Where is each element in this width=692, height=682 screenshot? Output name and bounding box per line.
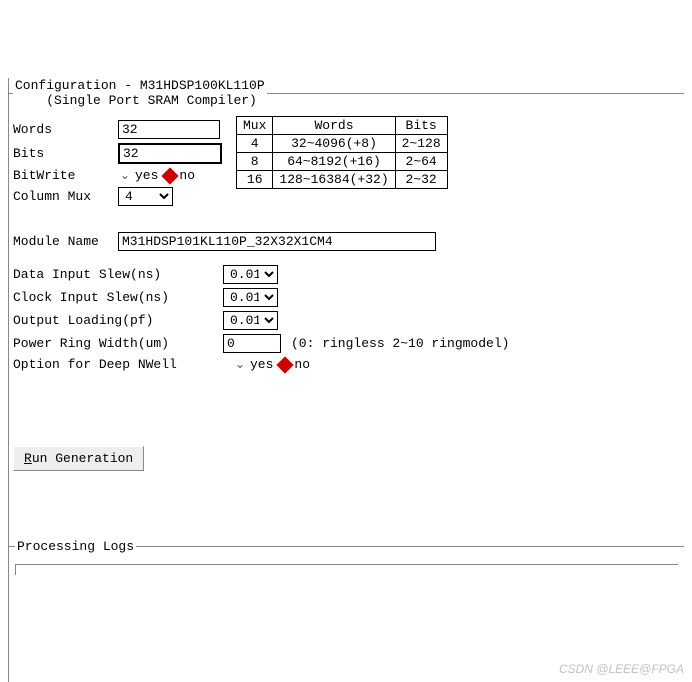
- logs-textbox[interactable]: [15, 564, 678, 575]
- table-row: 16 128~16384(+32) 2~32: [237, 171, 448, 189]
- processing-logs-fieldset: Processing Logs: [8, 539, 684, 581]
- mux-th-mux: Mux: [237, 117, 273, 135]
- clock-slew-label: Clock Input Slew(ns): [13, 290, 223, 305]
- table-row: 4 32~4096(+8) 2~128: [237, 135, 448, 153]
- bitwrite-radio-group: ⌄ yes no: [118, 168, 195, 183]
- power-ring-label: Power Ring Width(um): [13, 336, 223, 351]
- clock-slew-select[interactable]: 0.01: [223, 288, 278, 307]
- chevron-down-icon: ⌄: [233, 357, 247, 372]
- data-slew-label: Data Input Slew(ns): [13, 267, 223, 282]
- table-row: 8 64~8192(+16) 2~64: [237, 153, 448, 171]
- mux-th-bits: Bits: [395, 117, 447, 135]
- mux-table: Mux Words Bits 4 32~4096(+8) 2~128 8 64~…: [236, 116, 448, 189]
- module-name-label: Module Name: [13, 234, 118, 249]
- words-input[interactable]: [118, 120, 220, 139]
- deep-nwell-yes-radio[interactable]: ⌄ yes: [233, 357, 273, 372]
- watermark: CSDN @LEEE@FPGA: [559, 662, 684, 676]
- configuration-fieldset: Configuration - M31HDSP100KL110P (Single…: [8, 78, 684, 479]
- module-name-input[interactable]: [118, 232, 436, 251]
- bitwrite-label: BitWrite: [13, 168, 118, 183]
- bits-label: Bits: [13, 146, 118, 161]
- power-ring-hint: (0: ringless 2~10 ringmodel): [291, 336, 509, 351]
- mux-th-words: Words: [273, 117, 395, 135]
- output-loading-label: Output Loading(pf): [13, 313, 223, 328]
- power-ring-input[interactable]: [223, 334, 281, 353]
- chevron-down-icon: ⌄: [118, 168, 132, 183]
- bitwrite-yes-radio[interactable]: ⌄ yes: [118, 168, 158, 183]
- run-generation-button[interactable]: Run Generation: [13, 446, 144, 471]
- deep-nwell-radio-group: ⌄ yes no: [233, 357, 310, 372]
- deep-nwell-no-radio[interactable]: no: [279, 357, 310, 372]
- logs-legend: Processing Logs: [15, 539, 136, 554]
- deep-nwell-label: Option for Deep NWell: [13, 357, 223, 372]
- colmux-label: Column Mux: [13, 189, 118, 204]
- output-loading-select[interactable]: 0.01: [223, 311, 278, 330]
- bits-input[interactable]: [118, 143, 222, 164]
- data-slew-select[interactable]: 0.01: [223, 265, 278, 284]
- bitwrite-no-radio[interactable]: no: [164, 168, 195, 183]
- colmux-select[interactable]: 4: [118, 187, 173, 206]
- diamond-selected-icon: [277, 356, 294, 373]
- config-legend: Configuration - M31HDSP100KL110P (Single…: [13, 78, 267, 108]
- words-label: Words: [13, 122, 118, 137]
- diamond-selected-icon: [162, 167, 179, 184]
